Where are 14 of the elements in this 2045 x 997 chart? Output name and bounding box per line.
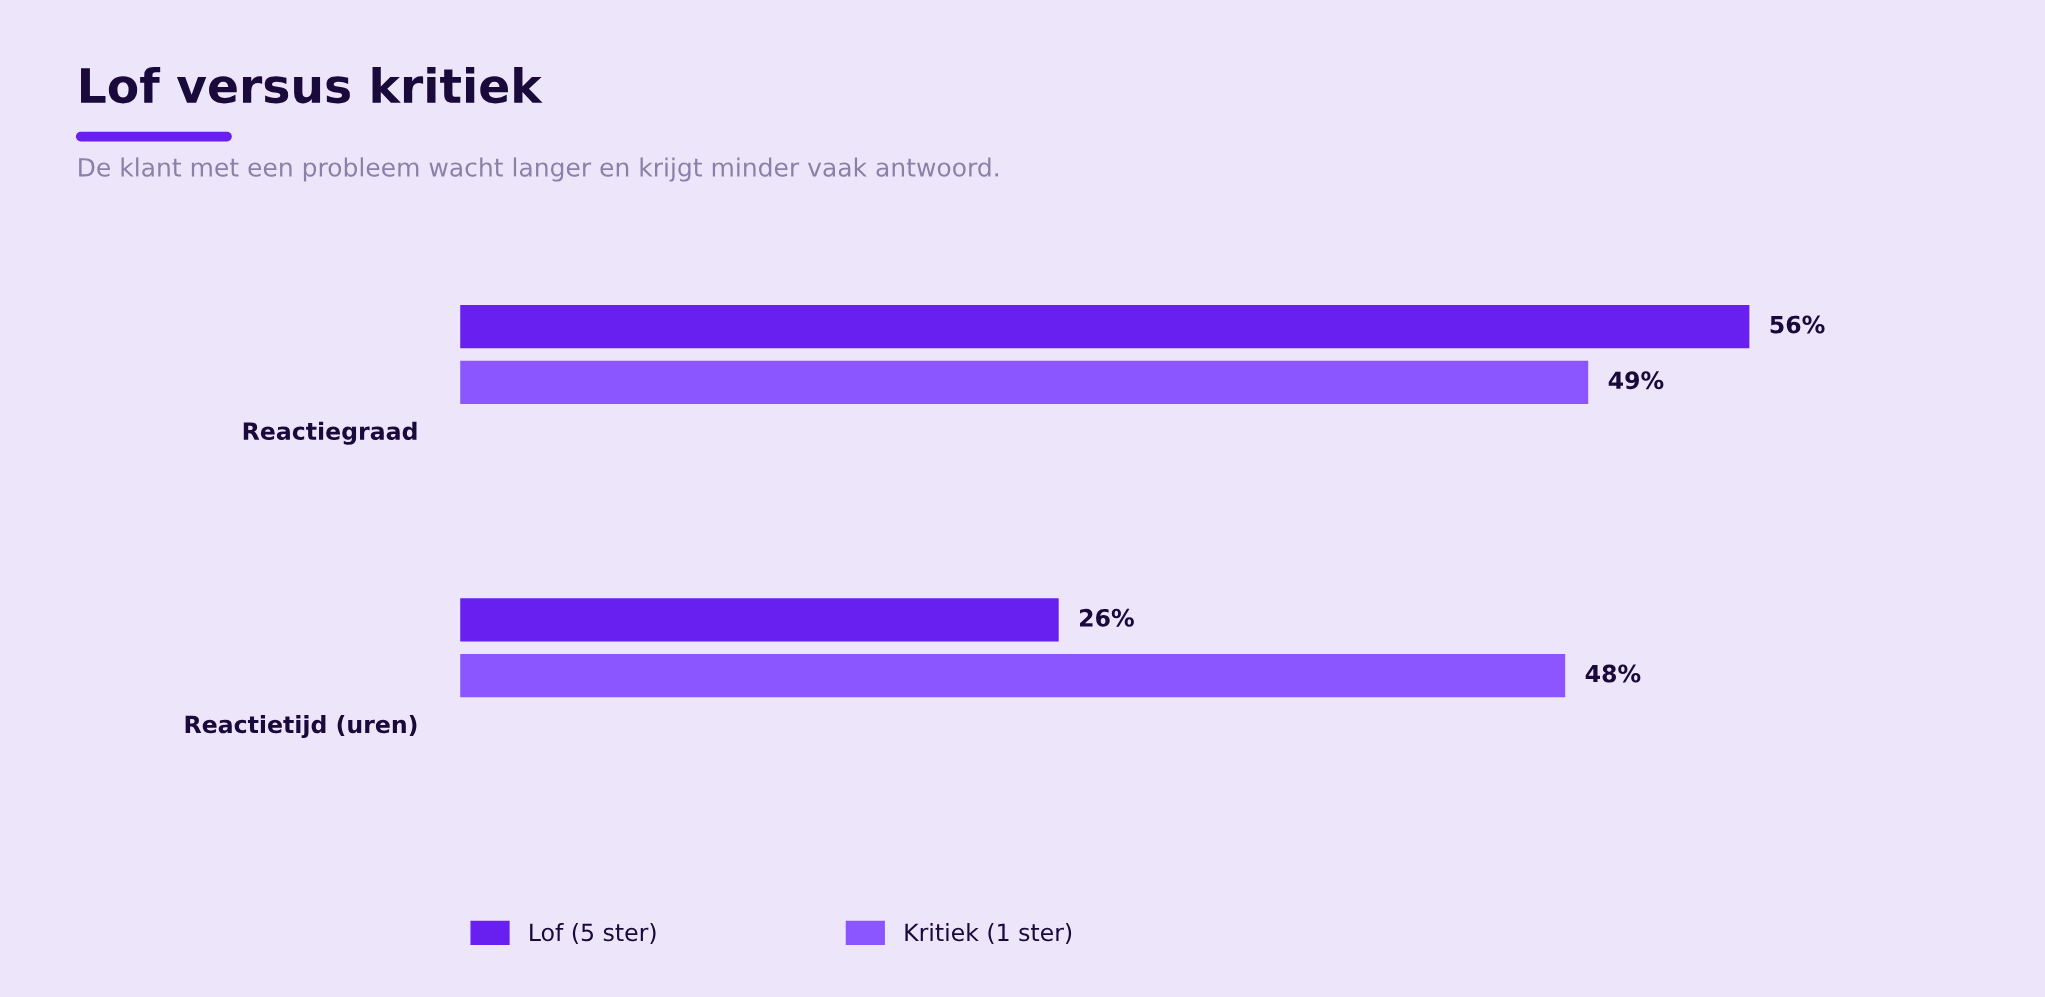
bar [460,360,1589,404]
bar [460,305,1750,349]
bar [460,598,1059,642]
chart-title: Lof versus kritiek [81,66,543,104]
legend-label: Kritiek (1 ster) [905,922,1072,945]
data-label: 49% [1608,371,1664,390]
data-label: 26% [1080,608,1134,627]
data-label: 56% [1770,315,1825,334]
chart-subtitle: De klant met een probleem wacht langer en krijgt minder vaak antwoord. [79,157,998,182]
y-tick-label: Reactietijd (uren) [185,715,417,739]
bar [460,654,1566,698]
legend-label: Lof (5 ster) [530,922,656,945]
data-label: 48% [1585,664,1641,683]
y-tick-label: Reactiegraad [243,421,417,445]
